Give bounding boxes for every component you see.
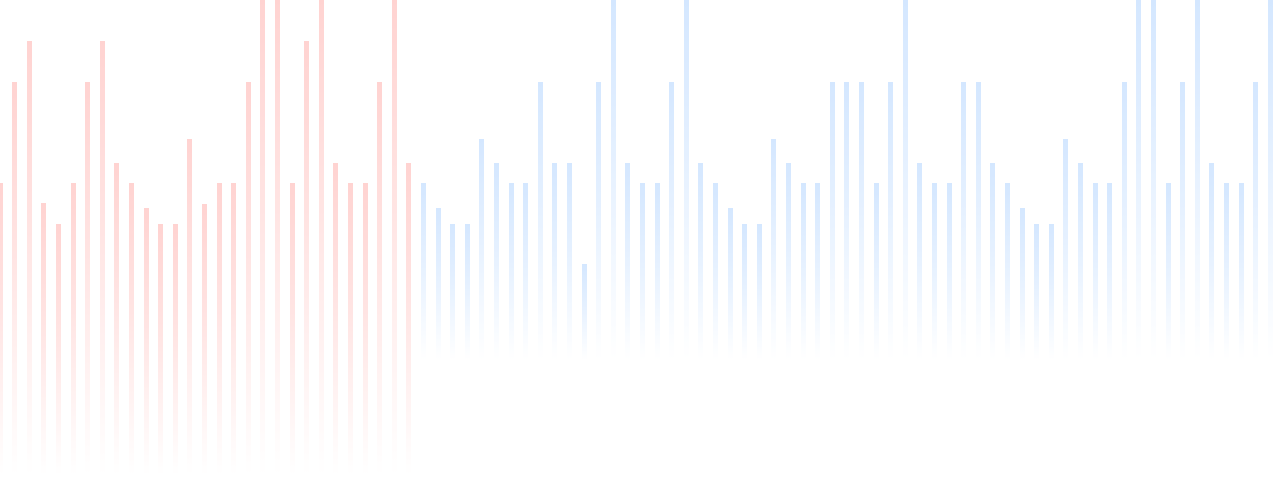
decorative-bar — [523, 183, 529, 360]
decorative-bar — [377, 82, 383, 475]
decorative-bar — [771, 139, 777, 360]
decorative-bar — [902, 0, 908, 360]
decorative-bar — [508, 183, 514, 360]
decorative-bar — [493, 163, 499, 360]
decorative-bar — [596, 82, 602, 360]
decorative-bar — [683, 0, 689, 360]
decorative-bar — [435, 208, 441, 360]
decorative-bar — [172, 224, 178, 475]
decorative-bar — [1077, 163, 1083, 360]
decorative-bar — [201, 204, 207, 475]
decorative-bar — [727, 208, 733, 360]
decorative-bar — [669, 82, 675, 360]
decorative-bar — [1136, 0, 1142, 360]
decorative-bar — [12, 82, 18, 475]
decorative-bar — [815, 183, 821, 360]
decorative-bar — [654, 183, 660, 360]
decorative-bar — [41, 203, 47, 475]
decorative-bar — [274, 0, 280, 475]
decorative-bar — [391, 0, 397, 475]
decorative-bar — [1121, 82, 1127, 360]
decorative-bar — [347, 183, 353, 475]
decorative-bar — [333, 163, 339, 475]
decorative-bar — [961, 82, 967, 360]
decorative-bar — [931, 183, 937, 360]
decorative-bar — [1150, 0, 1156, 360]
decorative-bar — [873, 183, 879, 360]
decorative-bar — [566, 163, 572, 360]
decorative-bar — [698, 163, 704, 360]
decorative-bar — [158, 224, 164, 475]
decorative-bar — [917, 163, 923, 360]
decorative-bar — [888, 82, 894, 360]
decorative-bar — [581, 264, 587, 360]
decorative-bar — [800, 183, 806, 360]
decorative-bar — [1180, 82, 1186, 360]
decorative-bar — [1253, 82, 1259, 360]
decorative-bar — [114, 163, 120, 475]
decorative-bar — [990, 163, 996, 360]
decorative-bar — [785, 163, 791, 360]
decorative-bar — [479, 139, 485, 360]
decorative-bar — [70, 183, 76, 475]
decorative-bar — [1063, 139, 1069, 360]
decorative-bar — [450, 224, 456, 360]
decorative-bar — [406, 163, 412, 475]
decorative-bar — [844, 82, 850, 360]
decorative-bar — [128, 183, 134, 475]
decorative-bar — [260, 0, 266, 475]
decorative-bar — [420, 183, 426, 360]
decorative-bar — [187, 139, 193, 475]
decorative-bar — [85, 82, 91, 475]
decorative-bar — [537, 82, 543, 360]
decorative-bar — [1048, 224, 1054, 360]
decorative-bar — [143, 208, 149, 475]
decorative-bar — [216, 183, 222, 475]
decorative-bar — [304, 41, 310, 475]
decorative-bar — [1165, 183, 1171, 360]
decorative-bar — [756, 224, 762, 360]
decorative-bar — [1004, 183, 1010, 360]
decorative-bar — [552, 163, 558, 360]
decorative-bar — [610, 0, 616, 360]
decorative-bar — [625, 163, 631, 360]
decorative-bar — [975, 82, 981, 360]
decorative-bar — [1092, 183, 1098, 360]
decorative-bar — [946, 183, 952, 360]
decorative-bar — [1238, 183, 1244, 360]
decorative-bar — [231, 183, 237, 475]
decorative-bar — [99, 41, 105, 475]
decorative-bar — [464, 224, 470, 360]
decorative-bar — [639, 183, 645, 360]
decorative-bar — [712, 183, 718, 360]
decorative-bar — [829, 82, 835, 360]
decorative-bar — [1194, 0, 1200, 360]
decorative-bar — [289, 183, 295, 475]
decorative-bar — [1019, 208, 1025, 360]
decorative-bar — [1034, 224, 1040, 360]
decorative-bar — [1223, 183, 1229, 360]
decorative-bar — [26, 41, 32, 475]
decorative-bar — [318, 0, 324, 475]
decorative-bar — [55, 224, 61, 475]
decorative-bar — [1267, 0, 1273, 360]
decorative-bar — [742, 224, 748, 360]
decorative-bar — [245, 82, 251, 475]
decorative-bar — [858, 82, 864, 360]
decorative-bar — [362, 183, 368, 475]
decorative-bar — [0, 183, 3, 475]
decorative-bar — [1107, 183, 1113, 360]
decorative-bar — [1209, 163, 1215, 360]
